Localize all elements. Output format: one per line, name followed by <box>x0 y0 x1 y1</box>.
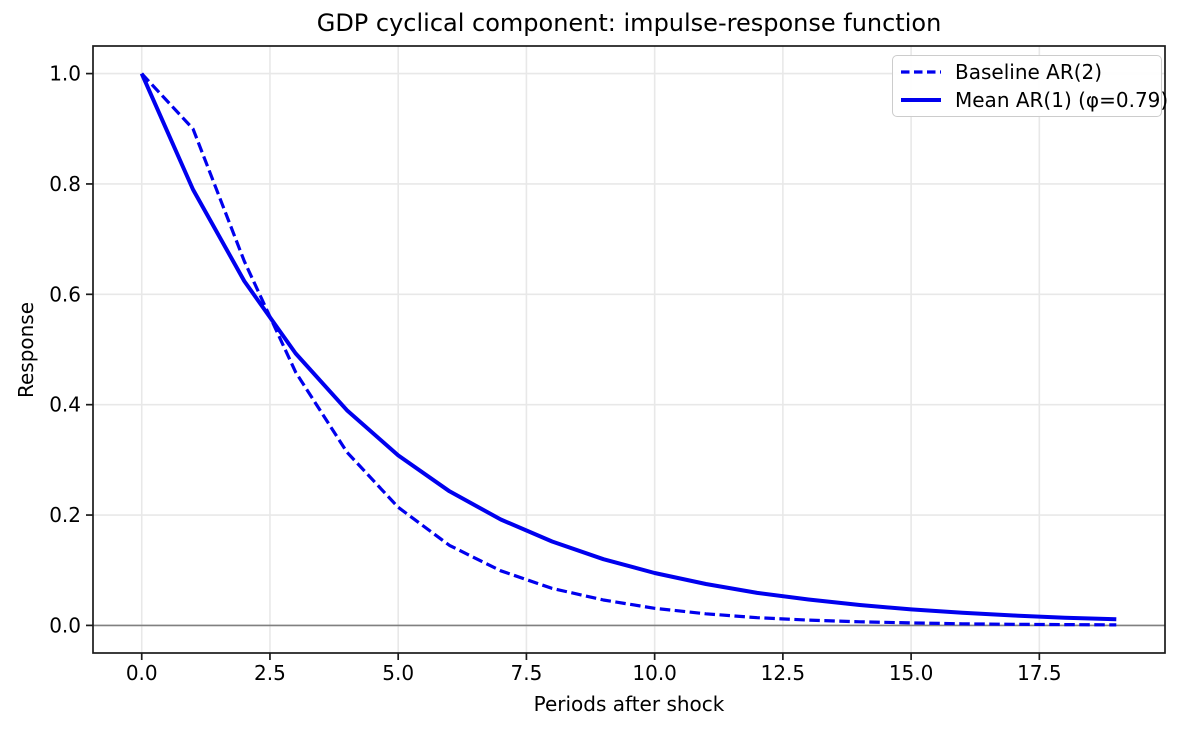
y-tick-label: 0.6 <box>49 282 81 306</box>
x-tick-label: 5.0 <box>382 661 414 685</box>
chart-title: GDP cyclical component: impulse-response… <box>316 9 942 37</box>
y-tick-label: 1.0 <box>49 62 81 86</box>
series-line-baseline-ar-2 <box>140 72 1117 627</box>
legend-label: Baseline AR(2) <box>955 60 1103 85</box>
series-line-mean-ar-1-0-79 <box>139 72 1117 622</box>
y-tick-label: 0.8 <box>49 172 81 196</box>
legend: Baseline AR(2) Mean AR(1) (φ=0.79) <box>892 55 1168 117</box>
y-tick-label: 0.4 <box>49 393 81 417</box>
x-tick-label: 12.5 <box>761 661 806 685</box>
legend-dashed-line-sample <box>901 70 941 74</box>
y-tick-label: 0.0 <box>49 613 81 637</box>
axes-frame <box>92 45 1166 654</box>
legend-entry-mean-ar1: Mean AR(1) (φ=0.79) <box>901 88 1168 113</box>
x-tick-label: 15.0 <box>889 661 934 685</box>
x-tick-label: 17.5 <box>1017 661 1062 685</box>
legend-entry-baseline-ar2: Baseline AR(2) <box>901 60 1151 85</box>
x-tick-label: 7.5 <box>511 661 543 685</box>
x-axis-label: Periods after shock <box>533 692 725 716</box>
legend-solid-line-sample <box>901 97 941 102</box>
x-tick-label: 2.5 <box>254 661 286 685</box>
x-tick-label: 0.0 <box>126 661 158 685</box>
x-tick-label: 10.0 <box>632 661 677 685</box>
legend-label: Mean AR(1) (φ=0.79) <box>955 87 1169 112</box>
y-tick-label: 0.2 <box>49 503 81 527</box>
y-axis-label-text: Response <box>14 301 38 399</box>
